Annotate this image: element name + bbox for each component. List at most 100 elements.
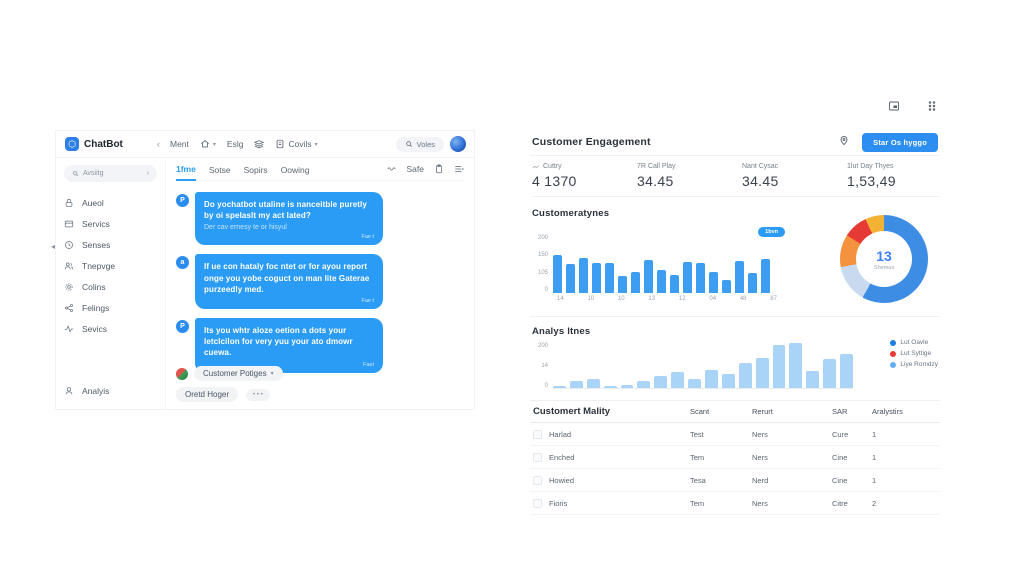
chart-tooltip: 1bvn xyxy=(758,227,786,237)
row-checkbox[interactable] xyxy=(533,452,542,462)
col-header: SAR xyxy=(832,407,848,416)
home-menu[interactable]: ▾ xyxy=(200,139,216,149)
message-time: Fae t xyxy=(361,234,374,241)
customer-table: Customert Mality Scant Rerurt SAR Aralys… xyxy=(530,401,940,515)
location-pin-button[interactable] xyxy=(838,133,850,151)
bar xyxy=(637,381,651,388)
panel-collapse-icon[interactable]: ◂ xyxy=(51,242,56,251)
cell: 1 xyxy=(872,429,877,439)
stat-label: Nant Cysac xyxy=(742,163,779,170)
cell: Tem xyxy=(690,498,705,508)
sidebar-search-input[interactable]: Avsiitg › xyxy=(64,165,157,182)
row-checkbox[interactable] xyxy=(533,498,542,508)
layers-icon xyxy=(254,140,265,149)
menu-item-eslg[interactable]: Eslg xyxy=(226,139,244,149)
more-options-pill[interactable]: • • • xyxy=(246,388,270,401)
sidebar-item-tnepvge[interactable]: Tnepvge xyxy=(64,255,157,276)
menu-list-icon[interactable] xyxy=(454,164,464,174)
row-checkbox[interactable] xyxy=(533,475,542,485)
message-text: Its you whtr aloze oetion a dots your le… xyxy=(204,325,353,358)
tab-1fme[interactable]: 1fme xyxy=(176,158,196,181)
bar xyxy=(579,258,589,293)
sidebar-item-analyis[interactable]: Analyis xyxy=(64,380,157,401)
donut-ring xyxy=(840,215,928,303)
tab-actions: Safe xyxy=(386,164,465,174)
cell: 2 xyxy=(872,498,877,508)
covils-menu[interactable]: Covils ▾ xyxy=(275,139,318,149)
global-search-input[interactable]: Voles xyxy=(395,136,444,152)
sidebar-item-aueol[interactable]: Aueol xyxy=(64,192,157,213)
share-icon xyxy=(65,303,73,312)
y-tick: 200 xyxy=(538,343,549,349)
bar xyxy=(789,343,803,388)
primary-cta-button[interactable]: Star Os hyggo xyxy=(862,132,938,152)
clock-icon xyxy=(65,240,73,249)
stats-row: Cuttry 4 1370 7R Call Play 34.45 Nant Cysac 3… xyxy=(532,157,940,197)
y-tick: 200 xyxy=(538,235,549,241)
legend-item[interactable]: Lut Oavle xyxy=(890,339,938,346)
col-header: Aralystirs xyxy=(872,407,903,416)
legend-item[interactable]: Lut Syttige xyxy=(890,350,938,357)
cell: Cine xyxy=(832,475,848,485)
cell: Cine xyxy=(832,452,848,462)
message-time: Faet xyxy=(362,361,374,368)
y-tick: 105 xyxy=(538,269,549,276)
chat-area: 1fme Sotse Sopirs Oowing Safe P Do yochat… xyxy=(166,158,474,410)
grid-dots-icon[interactable] xyxy=(926,100,938,112)
cell: Test xyxy=(690,429,704,439)
stat-value: 4 1370 xyxy=(532,173,577,189)
table-row: Enched Tem Ners Cine 1 xyxy=(530,446,940,469)
bar xyxy=(592,263,602,293)
bar xyxy=(738,363,752,388)
sidebar-item-sevics[interactable]: Sevics xyxy=(64,318,157,339)
stat-value: 34.45 xyxy=(637,173,674,189)
x-tick: 48 xyxy=(739,296,747,302)
message-avatar: P xyxy=(176,319,189,333)
legend-item[interactable]: Liye Romdzy xyxy=(890,361,938,368)
activity-icon xyxy=(64,324,74,333)
cell-name: Enched xyxy=(549,452,575,462)
tab-oowing[interactable]: Oowing xyxy=(280,164,310,175)
sidebar-item-felings[interactable]: Felings xyxy=(64,297,157,318)
row-checkbox[interactable] xyxy=(533,429,542,439)
cell: Tem xyxy=(690,452,705,462)
agent-selector[interactable]: Customer Potiges ▾ xyxy=(194,366,283,381)
cell: Ners xyxy=(752,452,768,462)
card-icon xyxy=(64,220,74,227)
sidebar-item-senses[interactable]: Senses xyxy=(64,234,157,255)
message-subtext: Der cav ernesy te or hisyul xyxy=(204,224,287,232)
stat-card: 7R Call Play 34.45 xyxy=(637,157,742,196)
bar xyxy=(670,275,680,293)
bar xyxy=(696,263,706,293)
bar xyxy=(654,376,668,388)
bar xyxy=(605,263,615,293)
bar xyxy=(671,372,685,388)
section-title: Analys ltnes xyxy=(532,326,591,337)
safe-button[interactable]: Safe xyxy=(406,164,425,174)
wave-icon xyxy=(386,167,396,171)
sidebar-item-colins[interactable]: Colins xyxy=(64,276,157,297)
user-avatar[interactable] xyxy=(450,136,466,152)
draft-pill[interactable]: Oretd Hoger xyxy=(176,387,239,402)
brand-name: ChatBot xyxy=(84,138,123,150)
tab-sotse[interactable]: Sotse xyxy=(208,164,231,175)
clipboard-icon[interactable] xyxy=(434,164,444,174)
trend-icon xyxy=(532,164,540,168)
menu-item-ment[interactable]: Ment xyxy=(170,139,189,149)
table-row: Harlad Test Ners Cure 1 xyxy=(530,423,940,446)
message-bubble: Do yochatbot utaline is nanceitble puret… xyxy=(195,192,383,246)
layers-button[interactable] xyxy=(254,139,265,149)
stat-card: 1lut Day Thyes 1,53,49 xyxy=(847,157,940,196)
picture-in-picture-icon[interactable] xyxy=(888,100,900,112)
composer: Customer Potiges ▾ Oretd Hoger • • • xyxy=(176,366,283,402)
sidebar-item-servics[interactable]: Servics xyxy=(64,213,157,234)
person-icon xyxy=(65,386,73,394)
tab-sopirs[interactable]: Sopirs xyxy=(243,164,268,175)
table-title: Customert Mality xyxy=(533,406,611,417)
bar xyxy=(603,386,617,388)
bar xyxy=(688,379,702,388)
bar xyxy=(755,358,769,388)
engagement-chart-section: Customeratynes 200 150 105 0 1bvn 14 10 10 13 1… xyxy=(530,199,940,317)
collapse-chevron-icon[interactable]: ‹ xyxy=(157,139,160,149)
